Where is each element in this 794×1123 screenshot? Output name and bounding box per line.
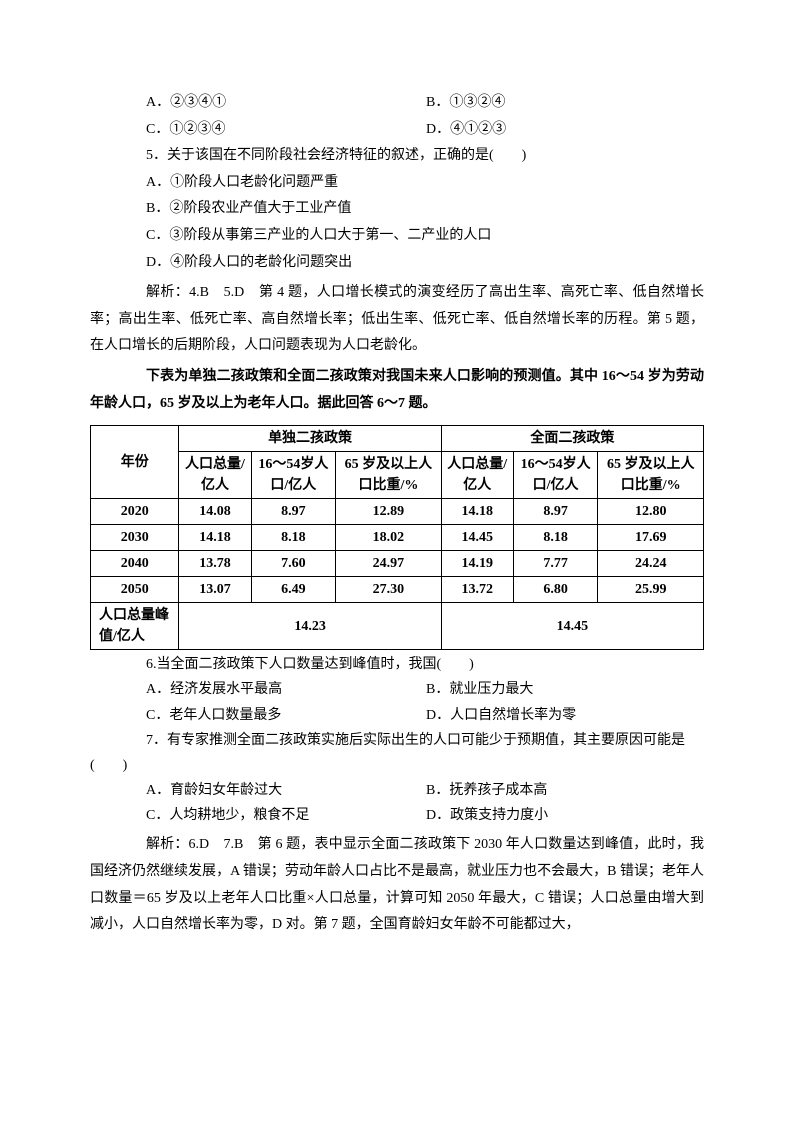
q7-option-d: D．政策支持力度小 <box>426 803 548 828</box>
q4-option-a: A．②③④① <box>146 90 426 117</box>
q5-option-a: A．①阶段人口老龄化问题严重 <box>146 170 704 197</box>
intro-67: 下表为单独二孩政策和全面二孩政策对我国未来人口影响的预测值。其中 16～54 岁… <box>90 364 704 417</box>
analysis-67: 解析：6.D 7.B 第 6 题，表中显示全面二孩政策下 2030 年人口数量达… <box>90 832 704 938</box>
table-row: 204013.787.6024.9714.197.7724.24 <box>91 551 704 577</box>
col-full: 全面二孩政策 <box>441 426 703 452</box>
q6-option-a: A．经济发展水平最高 <box>146 677 426 702</box>
col-e: 16～54岁人口/亿人 <box>513 452 598 499</box>
analysis-45: 解析：4.B 5.D 第 4 题，人口增长模式的演变经历了高出生率、高死亡率、低… <box>90 280 704 360</box>
col-f: 65 岁及以上人口比重/% <box>598 452 704 499</box>
table-head-row-1: 年份 单独二孩政策 全面二孩政策 <box>91 426 704 452</box>
table-row: 202014.088.9712.8914.188.9712.80 <box>91 499 704 525</box>
q5-option-c: C．③阶段从事第三产业的人口大于第一、二产业的人口 <box>146 223 704 250</box>
table-head-row-2: 人口总量/亿人 16～54岁人口/亿人 65 岁及以上人口比重/% 人口总量/亿… <box>91 452 704 499</box>
col-c: 65 岁及以上人口比重/% <box>336 452 442 499</box>
q4-option-b: B．①③②④ <box>426 90 505 117</box>
col-a: 人口总量/亿人 <box>179 452 251 499</box>
q6-option-b: B．就业压力最大 <box>426 677 533 702</box>
table-peak-row: 人口总量峰值/亿人 14.23 14.45 <box>91 603 704 650</box>
col-b: 16～54岁人口/亿人 <box>251 452 336 499</box>
q7-stem-line1: 7．有专家推测全面二孩政策实施后实际出生的人口可能少于预期值，其主要原因可能是 <box>146 728 704 753</box>
q6-stem: 6.当全面二孩政策下人口数量达到峰值时，我国( ) <box>146 652 704 677</box>
table-row: 203014.188.1818.0214.458.1817.69 <box>91 525 704 551</box>
col-single: 单独二孩政策 <box>179 426 441 452</box>
q6-option-c: C．老年人口数量最多 <box>146 703 426 728</box>
q5-option-b: B．②阶段农业产值大于工业产值 <box>146 196 704 223</box>
col-year: 年份 <box>91 426 179 499</box>
q4-option-c: C．①②③④ <box>146 117 426 144</box>
q7-stem-line2: ( ) <box>90 753 704 778</box>
data-table: 年份 单独二孩政策 全面二孩政策 人口总量/亿人 16～54岁人口/亿人 65 … <box>90 425 704 650</box>
q4-option-d: D．④①②③ <box>426 117 506 144</box>
table-row: 205013.076.4927.3013.726.8025.99 <box>91 577 704 603</box>
q6-option-d: D．人口自然增长率为零 <box>426 703 576 728</box>
q5-option-d: D．④阶段人口的老龄化问题突出 <box>146 250 704 277</box>
col-d: 人口总量/亿人 <box>441 452 513 499</box>
q7-option-a: A．育龄妇女年龄过大 <box>146 778 426 803</box>
q5-stem: 5．关于该国在不同阶段社会经济特征的叙述，正确的是( ) <box>146 143 704 170</box>
q7-option-b: B．抚养孩子成本高 <box>426 778 547 803</box>
q7-option-c: C．人均耕地少，粮食不足 <box>146 803 426 828</box>
